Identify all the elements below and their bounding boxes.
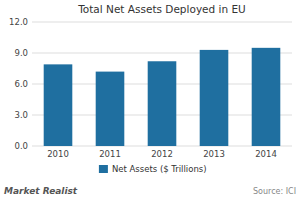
y-tick-label: 9.0 bbox=[14, 48, 28, 58]
title: Total Net Assets Deployed in EU bbox=[77, 3, 246, 15]
y-tick-label: 3.0 bbox=[14, 110, 28, 120]
grid-line bbox=[32, 22, 292, 23]
x-tick-label: 2013 bbox=[203, 149, 225, 159]
bar bbox=[200, 50, 229, 146]
chart: Total Net Assets Deployed in EU 0.0 3.0 6.0… bbox=[0, 0, 300, 199]
source: Source: ICI bbox=[253, 187, 296, 196]
watermark: Market Realist bbox=[4, 186, 78, 196]
x-tick-label: 2011 bbox=[99, 149, 121, 159]
bar bbox=[148, 61, 177, 146]
y-axis: 0.0 3.0 6.0 9.0 12.0 bbox=[9, 17, 292, 151]
bar bbox=[252, 48, 281, 146]
legend: Net Assets ($ Trillions) bbox=[99, 164, 207, 174]
x-axis: 2010 2011 2012 2013 2014 bbox=[47, 149, 277, 159]
x-tick-label: 2014 bbox=[255, 149, 277, 159]
y-tick-label: 6.0 bbox=[14, 79, 28, 89]
y-tick-label: 0.0 bbox=[14, 141, 28, 151]
bar bbox=[44, 64, 73, 146]
bars bbox=[44, 48, 281, 146]
x-tick-label: 2010 bbox=[47, 149, 69, 159]
bar bbox=[96, 72, 125, 146]
x-tick-label: 2012 bbox=[151, 149, 173, 159]
y-tick-label: 12.0 bbox=[9, 17, 28, 27]
legend-swatch bbox=[99, 165, 108, 173]
legend-label: Net Assets ($ Trillions) bbox=[112, 164, 207, 174]
